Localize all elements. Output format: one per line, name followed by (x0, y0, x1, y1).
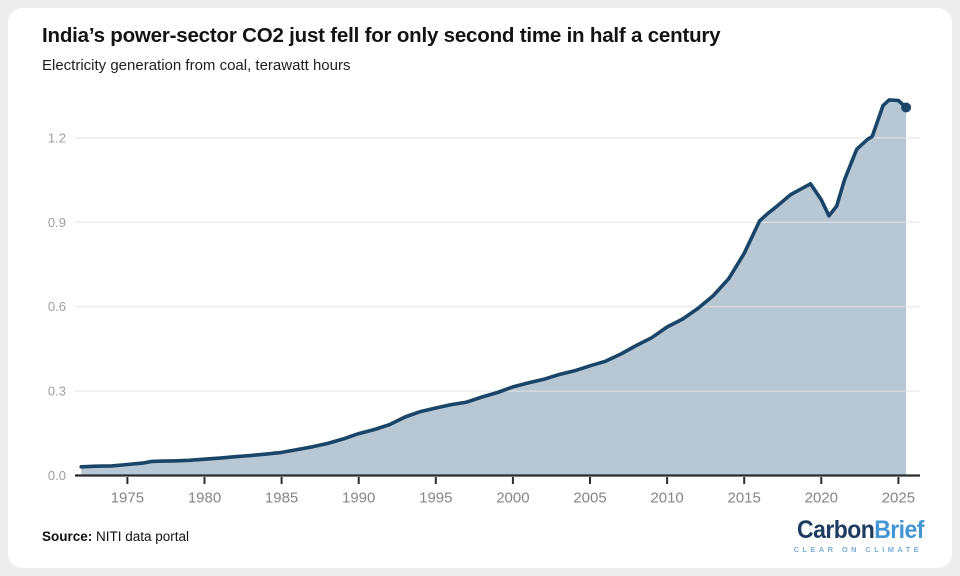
x-tick-label: 1980 (188, 490, 221, 507)
x-tick-label: 2000 (496, 490, 529, 507)
x-tick-label: 1975 (111, 490, 144, 507)
y-tick-label: 0.3 (48, 384, 66, 399)
source-label: Source: (42, 529, 93, 544)
x-tick-label: 2010 (650, 490, 683, 507)
chart-subtitle: Electricity generation from coal, terawa… (42, 57, 351, 74)
y-tick-label: 0.6 (48, 299, 66, 314)
y-tick-label: 0.0 (48, 468, 66, 483)
x-tick-label: 1990 (342, 490, 375, 507)
x-tick-label: 2020 (805, 490, 838, 507)
x-tick-label: 2015 (728, 490, 761, 507)
trend-line (79, 98, 908, 469)
x-tick-label: 2025 (882, 490, 915, 507)
area-fill (81, 99, 907, 476)
source-text: NITI data portal (92, 529, 190, 544)
logo-brief-text: Brief (874, 516, 924, 544)
latest-value-dot (901, 102, 912, 113)
carbonbrief-logo: CarbonBrief CLEAR ON CLIMATE (786, 517, 925, 554)
x-tick-label: 1985 (265, 490, 298, 507)
carbonbrief-wordmark: CarbonBrief (797, 517, 924, 543)
x-tick-label: 2005 (573, 490, 606, 507)
logo-tagline: CLEAR ON CLIMATE (793, 545, 922, 554)
source-note: Source: NITI data portal (42, 529, 189, 544)
chart-title: India’s power-sector CO2 just fell for o… (42, 24, 721, 47)
y-tick-label: 0.9 (48, 215, 66, 230)
y-tick-label: 1.2 (48, 130, 66, 145)
logo-carbon-text: Carbon (797, 516, 875, 544)
x-tick-label: 1995 (419, 490, 452, 507)
